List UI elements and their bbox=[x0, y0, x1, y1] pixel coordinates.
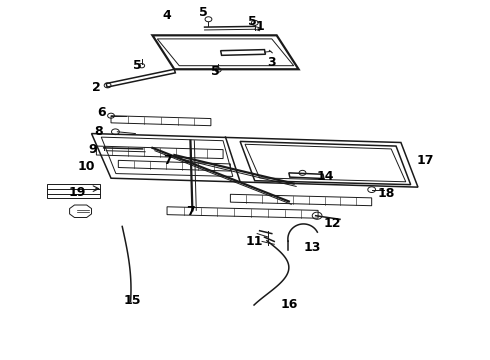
Text: 6: 6 bbox=[97, 106, 105, 120]
Text: 11: 11 bbox=[246, 235, 264, 248]
Text: 15: 15 bbox=[123, 294, 141, 307]
Text: 8: 8 bbox=[95, 125, 103, 138]
Bar bbox=[47, 184, 100, 198]
Text: 4: 4 bbox=[163, 9, 172, 22]
Text: 19: 19 bbox=[68, 186, 86, 199]
Text: 18: 18 bbox=[378, 187, 395, 200]
Text: 1: 1 bbox=[255, 20, 264, 33]
Text: 7: 7 bbox=[186, 204, 195, 217]
Text: 2: 2 bbox=[92, 81, 101, 94]
Text: 16: 16 bbox=[280, 298, 297, 311]
Text: 5: 5 bbox=[133, 59, 142, 72]
Text: 12: 12 bbox=[324, 217, 342, 230]
Text: 13: 13 bbox=[303, 241, 321, 255]
Text: 5: 5 bbox=[199, 6, 208, 19]
Text: 3: 3 bbox=[268, 55, 276, 69]
Text: 10: 10 bbox=[78, 160, 96, 173]
Text: 5: 5 bbox=[248, 14, 257, 27]
Text: 5: 5 bbox=[211, 64, 220, 77]
Text: 14: 14 bbox=[317, 170, 334, 183]
Text: 17: 17 bbox=[416, 154, 434, 167]
Text: 7: 7 bbox=[163, 154, 172, 167]
Text: 9: 9 bbox=[89, 143, 98, 156]
